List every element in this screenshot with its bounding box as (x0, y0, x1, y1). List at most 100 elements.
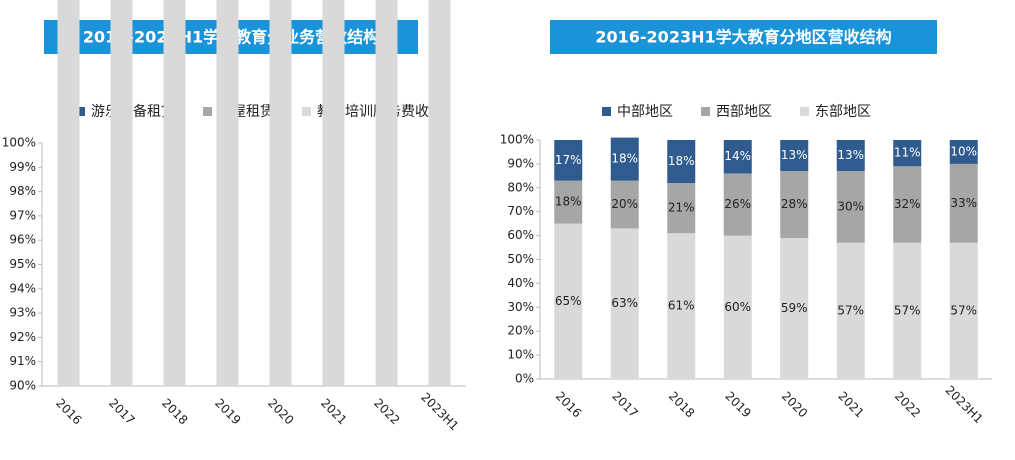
y-tick-label: 99% (9, 160, 36, 174)
bar-segment (893, 242, 922, 379)
y-tick-label: 50% (507, 252, 534, 266)
bar-segment (836, 242, 865, 379)
data-label: 20% (611, 197, 638, 211)
y-tick-label: 20% (507, 324, 534, 338)
data-label: 11% (894, 146, 921, 160)
y-tick-label: 60% (507, 228, 534, 242)
legend-swatch (701, 107, 710, 116)
legend-label: 东部地区 (815, 104, 871, 120)
bar-segment (269, 0, 292, 386)
bar-segment (216, 0, 239, 386)
bar-segment (780, 171, 809, 238)
bar-segment (375, 0, 398, 386)
y-tick-label: 98% (9, 184, 36, 198)
y-tick-label: 91% (9, 354, 36, 368)
data-label: 10% (950, 144, 977, 158)
data-label: 13% (781, 148, 808, 162)
bar-segment (163, 0, 186, 386)
legend-label: 西部地区 (716, 104, 772, 120)
y-tick-label: 70% (507, 204, 534, 218)
bar-segment (949, 242, 978, 379)
y-tick-label: 90% (507, 156, 534, 170)
data-label: 13% (837, 148, 864, 162)
bar-segment (723, 140, 752, 174)
legend-swatch (76, 107, 85, 116)
x-tick-label: 2019 (212, 396, 243, 427)
bar-segment (57, 0, 80, 387)
bar-segment (554, 223, 583, 379)
data-label: 60% (724, 300, 751, 314)
bar-segment (110, 0, 133, 386)
y-tick-label: 80% (507, 180, 534, 194)
x-tick-label: 2022 (371, 396, 402, 427)
bar-segment (322, 0, 345, 386)
bar-segment (836, 140, 865, 172)
y-tick-label: 95% (9, 257, 36, 271)
bar-segment (554, 180, 583, 224)
bar-segment (893, 166, 922, 243)
data-label: 63% (611, 296, 638, 310)
data-label: 18% (611, 152, 638, 166)
x-tick-label: 2016 (553, 389, 584, 420)
legend-swatch (203, 107, 212, 116)
data-label: 57% (950, 303, 977, 317)
data-label: 30% (837, 199, 864, 213)
bar-segment (723, 235, 752, 379)
bar-segment (780, 140, 809, 172)
x-tick-label: 2020 (779, 389, 810, 420)
x-tick-label: 2023H1 (418, 390, 461, 433)
bar-segment (949, 163, 978, 243)
bar-segment (610, 228, 639, 379)
legend-label: 中部地区 (617, 104, 673, 120)
legend-swatch (800, 107, 809, 116)
x-tick-label: 2019 (722, 389, 753, 420)
data-label: 28% (781, 197, 808, 211)
chart-title: 2016-2023H1学大教育分地区营收结构 (595, 28, 891, 47)
x-tick-label: 2017 (106, 396, 137, 427)
bar-segment (723, 173, 752, 236)
data-label: 18% (668, 154, 695, 168)
data-label: 59% (781, 301, 808, 315)
x-tick-label: 2021 (318, 396, 349, 427)
bar-segment (610, 137, 639, 181)
bar-segment (949, 140, 978, 164)
y-tick-label: 10% (507, 348, 534, 362)
bar-segment (836, 171, 865, 243)
bar-segment (667, 140, 696, 184)
bar-segment (780, 237, 809, 379)
legend-swatch (302, 107, 311, 116)
data-label: 26% (724, 197, 751, 211)
y-tick-label: 90% (9, 379, 36, 393)
data-label: 18% (555, 195, 582, 209)
bar-segment (893, 140, 922, 167)
x-tick-label: 2018 (666, 389, 697, 420)
legend-label: 游乐设备租赁 (91, 103, 175, 120)
y-tick-label: 0% (515, 372, 534, 386)
data-label: 33% (950, 196, 977, 210)
bar-segment (428, 0, 451, 386)
data-label: 57% (837, 303, 864, 317)
y-tick-label: 97% (9, 208, 36, 222)
data-label: 17% (555, 153, 582, 167)
data-label: 32% (894, 197, 921, 211)
y-tick-label: 92% (9, 330, 36, 344)
y-tick-label: 40% (507, 276, 534, 290)
data-label: 14% (724, 149, 751, 163)
data-label: 21% (668, 201, 695, 215)
bar-segment (554, 140, 583, 181)
x-tick-label: 2017 (609, 389, 640, 420)
x-tick-label: 2021 (835, 389, 866, 420)
x-tick-label: 2020 (265, 396, 296, 427)
x-tick-label: 2023H1 (942, 383, 985, 426)
data-label: 57% (894, 303, 921, 317)
y-tick-label: 94% (9, 281, 36, 295)
x-tick-label: 2016 (53, 396, 84, 427)
x-tick-label: 2022 (892, 389, 923, 420)
y-tick-label: 96% (9, 233, 36, 247)
y-tick-label: 93% (9, 306, 36, 320)
bar-segment (667, 233, 696, 379)
bar-segment (610, 180, 639, 229)
y-tick-label: 100% (500, 133, 534, 147)
